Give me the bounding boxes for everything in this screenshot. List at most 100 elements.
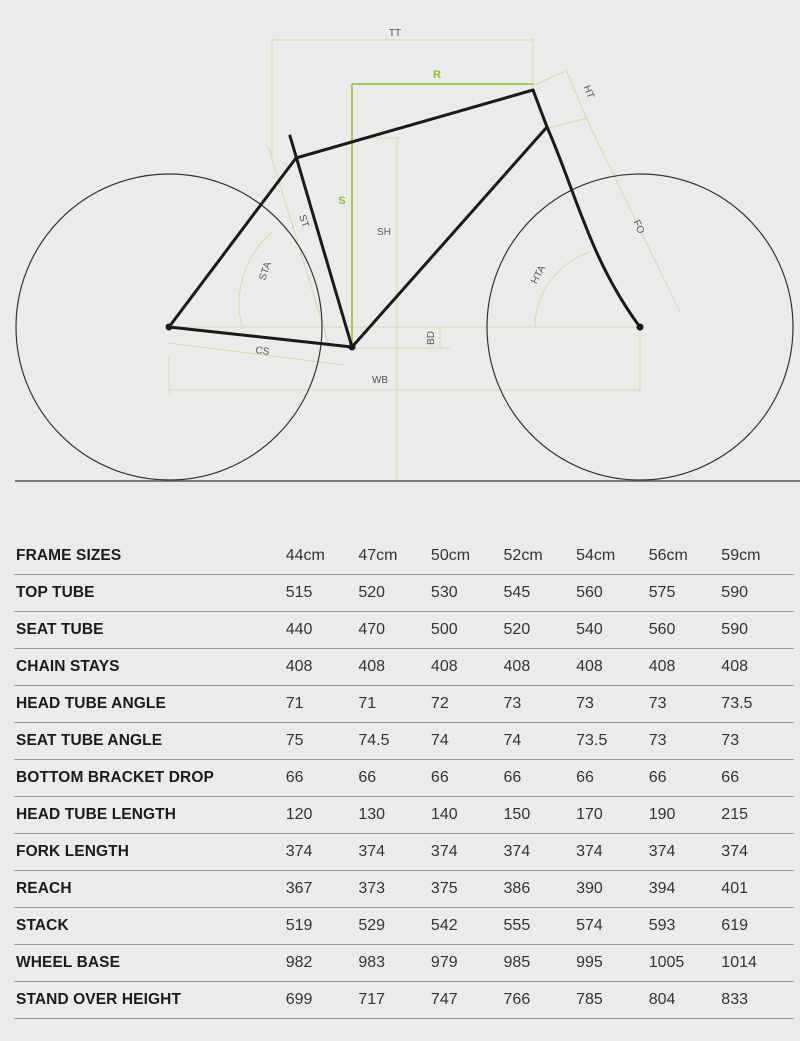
table-cell: 73 bbox=[648, 685, 722, 723]
table-cell: 73 bbox=[721, 722, 794, 760]
label-cs: CS bbox=[255, 345, 271, 358]
row-label: WHEEL BASE bbox=[14, 944, 286, 982]
table-cell: 74 bbox=[430, 722, 504, 760]
table-cell: 979 bbox=[430, 944, 504, 982]
table-row: CHAIN STAYS 408 408 408 408 408 408 408 bbox=[14, 648, 794, 686]
table-cell: 190 bbox=[648, 796, 722, 834]
table-cell: 66 bbox=[721, 759, 794, 797]
table-cell: 785 bbox=[576, 981, 649, 1019]
table-cell: 66 bbox=[430, 759, 504, 797]
table-row: FORK LENGTH 374 374 374 374 374 374 374 bbox=[14, 833, 794, 871]
table-row: HEAD TUBE LENGTH 120 130 140 150 170 190 215 bbox=[14, 796, 794, 834]
table-cell: 66 bbox=[576, 759, 649, 797]
frame-fork bbox=[545, 125, 642, 329]
table-cell: 470 bbox=[358, 611, 431, 649]
table-cell: 72 bbox=[430, 685, 504, 723]
hta-angle-arc bbox=[534, 251, 591, 328]
front-wheel bbox=[486, 173, 794, 481]
table-cell: 983 bbox=[358, 944, 431, 982]
label-st: ST bbox=[296, 213, 310, 229]
table-cell: 574 bbox=[576, 907, 649, 945]
table-cell: 130 bbox=[358, 796, 431, 834]
table-cell: 73 bbox=[576, 685, 649, 723]
row-label: REACH bbox=[14, 870, 286, 908]
table-cell: 408 bbox=[285, 648, 359, 686]
table-cell: 374 bbox=[576, 833, 649, 871]
table-cell: 529 bbox=[358, 907, 431, 945]
table-cell: 982 bbox=[285, 944, 359, 982]
row-label: FORK LENGTH bbox=[14, 833, 286, 871]
table-cell: 519 bbox=[285, 907, 359, 945]
table-cell: 373 bbox=[358, 870, 431, 908]
table-row: BOTTOM BRACKET DROP 66 66 66 66 66 66 66 bbox=[14, 759, 794, 797]
table-cell: 374 bbox=[503, 833, 577, 871]
table-cell: 408 bbox=[358, 648, 431, 686]
frame-down-tube bbox=[350, 125, 549, 349]
table-cell: 170 bbox=[576, 796, 649, 834]
row-label: TOP TUBE bbox=[14, 574, 286, 612]
table-row: STAND OVER HEIGHT 699 717 747 766 785 804 833 bbox=[14, 981, 794, 1019]
dimension-guides bbox=[167, 38, 681, 480]
label-hta: HTA bbox=[529, 263, 548, 285]
table-cell: 1005 bbox=[648, 944, 722, 982]
size-header-cell: 54cm bbox=[576, 538, 649, 575]
table-cell: 766 bbox=[503, 981, 577, 1019]
cs-guide-line bbox=[167, 342, 346, 366]
table-cell: 593 bbox=[648, 907, 722, 945]
table-cell: 374 bbox=[721, 833, 794, 871]
table-cell: 390 bbox=[576, 870, 649, 908]
label-s: S bbox=[338, 195, 345, 207]
table-cell: 804 bbox=[648, 981, 722, 1019]
table-cell: 530 bbox=[430, 574, 504, 612]
table-cell: 71 bbox=[285, 685, 359, 723]
table-cell: 408 bbox=[648, 648, 722, 686]
table-cell: 575 bbox=[648, 574, 722, 612]
table-cell: 374 bbox=[648, 833, 722, 871]
rear-axle-dot bbox=[165, 323, 173, 331]
table-cell: 560 bbox=[576, 574, 649, 612]
label-ht: HT bbox=[581, 84, 596, 100]
table-cell: 408 bbox=[430, 648, 504, 686]
table-cell: 619 bbox=[721, 907, 794, 945]
table-cell: 374 bbox=[430, 833, 504, 871]
row-label: HEAD TUBE LENGTH bbox=[14, 796, 286, 834]
sta-angle-arc bbox=[238, 231, 273, 328]
table-cell: 408 bbox=[721, 648, 794, 686]
row-label: SEAT TUBE bbox=[14, 611, 286, 649]
frame-chain-stay bbox=[167, 325, 354, 349]
table-cell: 985 bbox=[503, 944, 577, 982]
bike-frame bbox=[167, 88, 642, 349]
frame-top-tube bbox=[294, 88, 535, 160]
geometry-table: FRAME SIZES 44cm 47cm 50cm 52cm 54cm 56c… bbox=[14, 538, 794, 1019]
size-header-cell: 59cm bbox=[721, 538, 794, 575]
table-cell: 367 bbox=[285, 870, 359, 908]
geometry-table-body: FRAME SIZES 44cm 47cm 50cm 52cm 54cm 56c… bbox=[14, 538, 794, 1019]
table-cell: 1014 bbox=[721, 944, 794, 982]
table-cell: 555 bbox=[503, 907, 577, 945]
table-cell: 401 bbox=[721, 870, 794, 908]
table-cell: 66 bbox=[503, 759, 577, 797]
size-header-cell: 56cm bbox=[648, 538, 722, 575]
frame-seat-tube bbox=[288, 134, 354, 349]
table-cell: 374 bbox=[358, 833, 431, 871]
table-cell: 500 bbox=[430, 611, 504, 649]
table-cell: 717 bbox=[358, 981, 431, 1019]
table-cell: 374 bbox=[285, 833, 359, 871]
row-label: HEAD TUBE ANGLE bbox=[14, 685, 286, 723]
reach-stack-lines bbox=[351, 83, 533, 346]
table-cell: 150 bbox=[503, 796, 577, 834]
row-label: STACK bbox=[14, 907, 286, 945]
row-label: CHAIN STAYS bbox=[14, 648, 286, 686]
label-sh: SH bbox=[377, 227, 391, 238]
rear-wheel bbox=[15, 173, 323, 481]
row-label: BOTTOM BRACKET DROP bbox=[14, 759, 286, 797]
table-cell: 995 bbox=[576, 944, 649, 982]
row-label: STAND OVER HEIGHT bbox=[14, 981, 286, 1019]
front-axle-dot bbox=[636, 323, 644, 331]
fo-guide-line bbox=[587, 121, 681, 313]
table-cell: 140 bbox=[430, 796, 504, 834]
table-cell: 545 bbox=[503, 574, 577, 612]
table-cell: 71 bbox=[358, 685, 431, 723]
label-tt: TT bbox=[389, 28, 401, 39]
table-cell: 73 bbox=[503, 685, 577, 723]
